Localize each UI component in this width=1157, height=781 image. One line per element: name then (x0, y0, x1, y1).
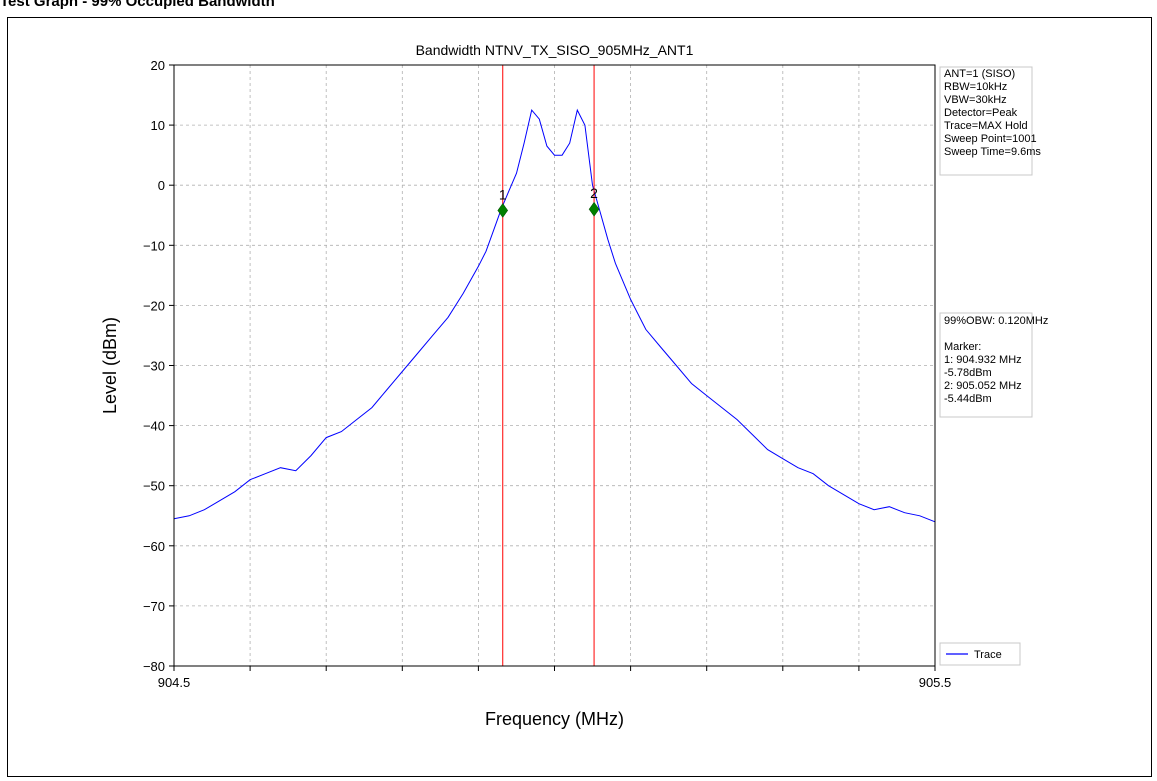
settings-line: Sweep Time=9.6ms (944, 146, 1041, 158)
legend-box (939, 642, 1021, 666)
marker-label: 1 (499, 186, 507, 202)
settings-line: ANT=1 (SISO) (944, 68, 1015, 80)
x-tick-label: 904.5 (158, 675, 191, 690)
marker-label: 2 (590, 185, 598, 201)
marker-point (497, 203, 509, 218)
results-line: 99%OBW: 0.120MHz (944, 315, 1048, 327)
legend-label: Trace (974, 649, 1002, 661)
y-tick-label: −10 (143, 238, 165, 253)
settings-line: Sweep Point=1001 (944, 133, 1037, 145)
y-tick-label: −50 (143, 479, 165, 494)
chart-title: Bandwidth NTNV_TX_SISO_905MHz_ANT1 (416, 42, 694, 58)
y-tick-label: 20 (151, 58, 165, 73)
settings-box (939, 66, 1033, 176)
y-axis-label: Level (dBm) (100, 317, 120, 414)
figure-frame: 1 2 904.5 905.5 20 10 0 −10 −20 −30 −40 −50 −60 −70 −8… (7, 17, 1152, 777)
results-line: 1: 904.932 MHz (944, 354, 1022, 366)
results-box (939, 312, 1033, 418)
marker-point (588, 201, 600, 217)
y-tick-label: −40 (143, 419, 165, 434)
y-tick-label: −20 (143, 298, 165, 313)
settings-line: Detector=Peak (944, 107, 1018, 119)
page-heading: Test Graph - 99% Occupied Bandwidth (0, 0, 275, 10)
y-tick-label: −80 (143, 659, 165, 674)
x-tick-label: 905.5 (919, 675, 952, 690)
settings-line: Trace=MAX Hold (944, 120, 1028, 132)
obw-chart: 1 2 904.5 905.5 20 10 0 −10 −20 −30 −40 −50 −60 −70 −8… (100, 42, 1048, 729)
series-line (173, 108, 936, 523)
y-tick-label: −70 (143, 599, 165, 614)
y-tick-label: 0 (158, 178, 165, 193)
settings-line: VBW=30kHz (944, 94, 1007, 106)
results-line: -5.78dBm (944, 367, 992, 379)
y-tick-label: 10 (151, 118, 165, 133)
results-line: -5.44dBm (944, 393, 992, 405)
results-line: Marker: (944, 341, 981, 353)
settings-line: RBW=10kHz (944, 81, 1007, 93)
y-tick-label: −60 (143, 539, 165, 554)
y-tick-label: −30 (143, 359, 165, 374)
results-line: 2: 905.052 MHz (944, 380, 1022, 392)
x-axis-label: Frequency (MHz) (485, 709, 624, 729)
